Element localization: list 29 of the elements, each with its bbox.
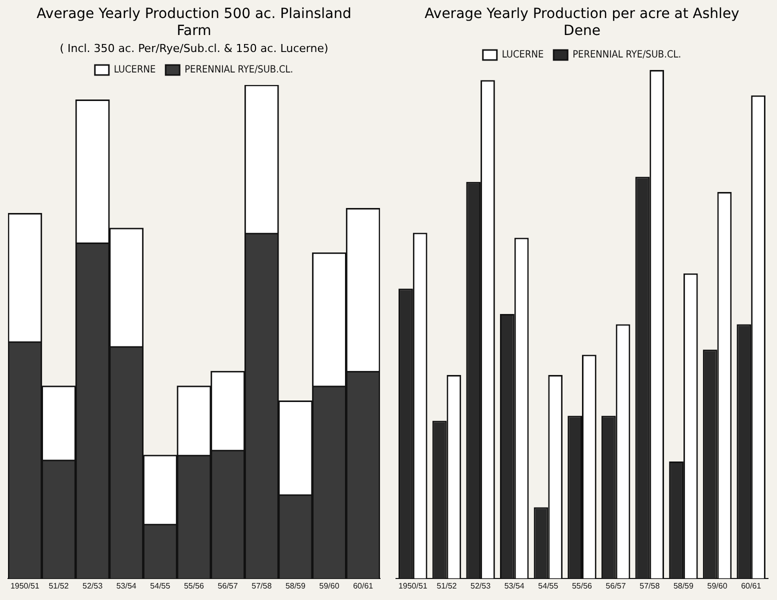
legend-label: LUCERNE (114, 64, 156, 76)
x-tick-label: 56/57 (218, 580, 238, 590)
x-tick-label: 51/52 (436, 580, 458, 590)
x-tick-label: 60/61 (741, 580, 762, 590)
x-tick-label: 55/56 (184, 580, 205, 590)
legend-label: LUCERNE (502, 49, 544, 60)
chart-title: Average Yearly Production per acre at Ashley Dene (424, 5, 740, 40)
x-tick-label: 58/59 (673, 580, 694, 590)
chart-subtitle: ( Incl. 350 ac. Per/Rye/Sub.cl. & 150 ac. Lucerne) (58, 40, 330, 55)
x-tick-label: 57/58 (252, 580, 272, 590)
x-tick-label: 59/60 (319, 580, 340, 590)
x-tick-label: 57/58 (640, 580, 660, 590)
chart-title: Average Yearly Production 500 ac. Plainsland Farm (36, 5, 352, 40)
x-tick-label: 51/52 (48, 580, 70, 590)
x-tick-label: 52/53 (470, 580, 492, 590)
legend-label: PERENNIAL RYE/SUB.CL. (572, 49, 682, 60)
x-tick-label: 53/54 (504, 580, 525, 590)
x-tick-label: 55/56 (572, 580, 593, 590)
x-tick-label: 52/53 (82, 580, 104, 590)
x-tick-label: 59/60 (707, 580, 728, 590)
legend-label: PERENNIAL RYE/SUB.CL. (184, 64, 294, 76)
x-tick-label: 1950/51 (398, 580, 428, 590)
x-tick-label: 58/59 (285, 580, 306, 590)
x-tick-label: 54/55 (538, 580, 559, 590)
x-tick-label: 56/57 (606, 580, 626, 590)
x-tick-label: 1950/51 (10, 580, 40, 590)
x-tick-label: 53/54 (116, 580, 137, 590)
x-tick-label: 60/61 (353, 580, 374, 590)
x-tick-label: 54/55 (150, 580, 171, 590)
